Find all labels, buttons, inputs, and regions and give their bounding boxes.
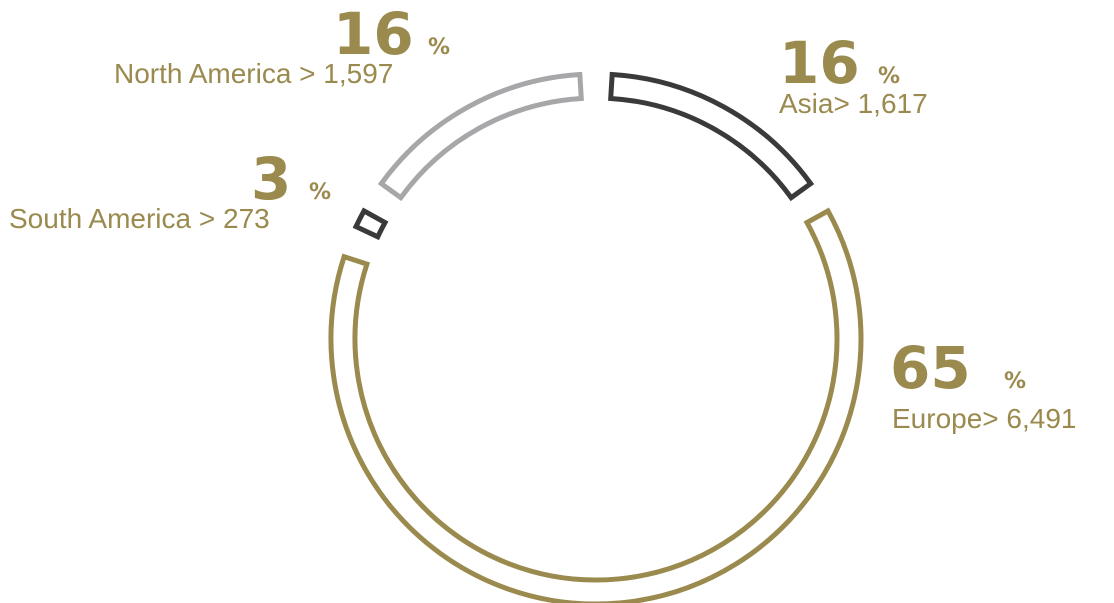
donut-ring-group bbox=[328, 71, 864, 603]
europe-label: Europe> 6,491 bbox=[892, 403, 1077, 434]
label-asia: 16 % Asia> 1,617 bbox=[779, 29, 928, 119]
north-america-label: North America > 1,597 bbox=[114, 58, 393, 89]
asia-label: Asia> 1,617 bbox=[779, 88, 928, 119]
ring-segment-north-america bbox=[377, 71, 584, 202]
europe-percent-sign: % bbox=[1004, 369, 1026, 394]
asia-percent: 16 bbox=[779, 29, 860, 97]
ring-segment-asia bbox=[608, 71, 815, 202]
south-america-percent: 3 bbox=[251, 145, 291, 213]
label-north-america: 16 % North America > 1,597 bbox=[114, 0, 450, 89]
ring-segment-south-america bbox=[352, 207, 389, 241]
north-america-percent-sign: % bbox=[428, 35, 450, 60]
ring-segment-europe bbox=[328, 207, 864, 603]
europe-percent: 65 bbox=[890, 334, 971, 402]
south-america-label: South America > 273 bbox=[9, 203, 270, 234]
south-america-percent-sign: % bbox=[309, 180, 331, 205]
label-europe: 65 % Europe> 6,491 bbox=[890, 334, 1077, 434]
label-south-america: 3 % South America > 273 bbox=[9, 145, 331, 234]
asia-percent-sign: % bbox=[878, 64, 900, 89]
north-america-percent: 16 bbox=[333, 0, 414, 68]
